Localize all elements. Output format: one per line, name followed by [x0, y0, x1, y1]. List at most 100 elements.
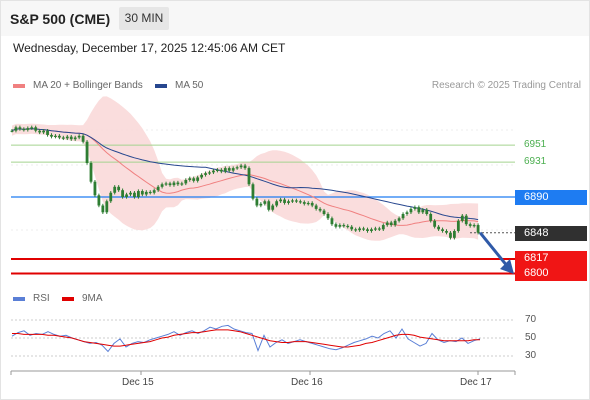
- candle-body: [85, 141, 89, 163]
- candle-body: [247, 168, 251, 185]
- candle-body: [125, 194, 128, 197]
- candle-body: [117, 186, 121, 191]
- ma20-legend-label: MA 20 + Bollinger Bands: [33, 80, 143, 91]
- candle-body: [18, 127, 22, 129]
- x-label-dec17: Dec 17: [460, 377, 492, 388]
- candle-body: [227, 168, 231, 171]
- candle-body: [456, 220, 460, 231]
- ma50-line: [11, 128, 479, 221]
- candle-body: [235, 167, 239, 169]
- candle-body: [322, 210, 326, 214]
- timeframe-button[interactable]: 30 MIN: [119, 7, 169, 30]
- candle-body: [73, 137, 77, 140]
- rsi-legend-label: RSI: [33, 293, 50, 304]
- candle-body: [354, 229, 358, 231]
- candle-body: [89, 163, 93, 182]
- candle-body: [160, 184, 164, 187]
- last-price-tag: 6848: [515, 226, 587, 241]
- candle-body: [180, 183, 184, 185]
- pivot-price-tag: 6890: [515, 190, 587, 205]
- candle-body: [231, 168, 235, 171]
- candle-body: [200, 174, 203, 178]
- candle-body: [156, 186, 160, 191]
- candle-body: [243, 165, 247, 169]
- candle-body: [93, 181, 97, 196]
- credit-text: Research © 2025 Trading Central: [431, 80, 581, 91]
- candle-body: [346, 225, 350, 228]
- candle-body: [358, 228, 361, 231]
- candle-body: [109, 192, 113, 202]
- candle-body: [298, 201, 302, 203]
- candle-body: [334, 224, 338, 227]
- candle-body: [164, 183, 168, 185]
- instrument-title: S&P 500 (CME): [10, 11, 111, 27]
- candle-body: [101, 205, 105, 213]
- candle-body: [216, 169, 219, 171]
- candle-body: [460, 215, 464, 221]
- candle-body: [184, 180, 188, 184]
- candle-body: [144, 191, 148, 195]
- candle-body: [342, 225, 346, 227]
- candle-body: [192, 178, 196, 181]
- candle-body: [449, 232, 452, 238]
- candle-body: [302, 202, 306, 204]
- candle-body: [429, 214, 433, 221]
- candle-body: [212, 170, 215, 173]
- rsi-tick-50: 50: [525, 332, 537, 343]
- candle-body: [172, 182, 176, 186]
- candle-body: [251, 184, 255, 199]
- candle-body: [168, 183, 172, 186]
- candle-body: [413, 207, 417, 209]
- candle-body: [152, 190, 156, 193]
- level-label-res1: 6931: [524, 156, 547, 167]
- candle-body: [441, 229, 444, 231]
- candle-body: [318, 208, 322, 211]
- candle-body: [176, 182, 180, 185]
- candle-body: [61, 137, 65, 139]
- rsi-legend-swatch: [13, 297, 25, 301]
- candle-body: [30, 127, 34, 129]
- candle-body: [445, 231, 448, 233]
- candle-body: [38, 130, 42, 133]
- candle-body: [10, 130, 14, 132]
- candle-body: [409, 208, 413, 213]
- candle-body: [389, 222, 393, 226]
- candle-body: [271, 205, 275, 210]
- candle-body: [77, 135, 81, 138]
- candle-body: [397, 218, 401, 221]
- candle-body: [374, 228, 377, 230]
- candle-body: [393, 220, 397, 226]
- candle-body: [338, 225, 342, 227]
- candle-body: [137, 191, 140, 197]
- candle-body: [291, 200, 294, 202]
- candle-body: [204, 173, 207, 175]
- candle-body: [385, 222, 389, 226]
- candle-body: [22, 129, 26, 131]
- candle-body: [314, 205, 318, 209]
- candle-body: [239, 165, 243, 168]
- level-label-res2: 6951: [524, 139, 547, 150]
- candle-body: [81, 135, 85, 142]
- candle-body: [377, 228, 381, 230]
- candle-body: [464, 215, 468, 225]
- candle-body: [381, 225, 385, 230]
- candle-body: [350, 226, 354, 230]
- candle-body: [330, 218, 334, 225]
- candle-body: [401, 214, 405, 219]
- support1-price-tag: 6817: [515, 251, 587, 265]
- candle-body: [366, 229, 369, 231]
- ma9-legend-label: 9MA: [82, 293, 103, 304]
- candle-body: [219, 169, 223, 172]
- candle-body: [279, 199, 282, 202]
- candle-body: [421, 209, 425, 213]
- candle-body: [223, 168, 227, 172]
- candle-body: [69, 136, 73, 140]
- candle-body: [140, 191, 144, 195]
- candle-body: [34, 127, 38, 131]
- header-bar: [1, 1, 589, 36]
- candle-body: [283, 199, 286, 203]
- candle-body: [417, 207, 421, 213]
- candle-body: [263, 201, 267, 204]
- ma50-legend-swatch: [155, 84, 167, 88]
